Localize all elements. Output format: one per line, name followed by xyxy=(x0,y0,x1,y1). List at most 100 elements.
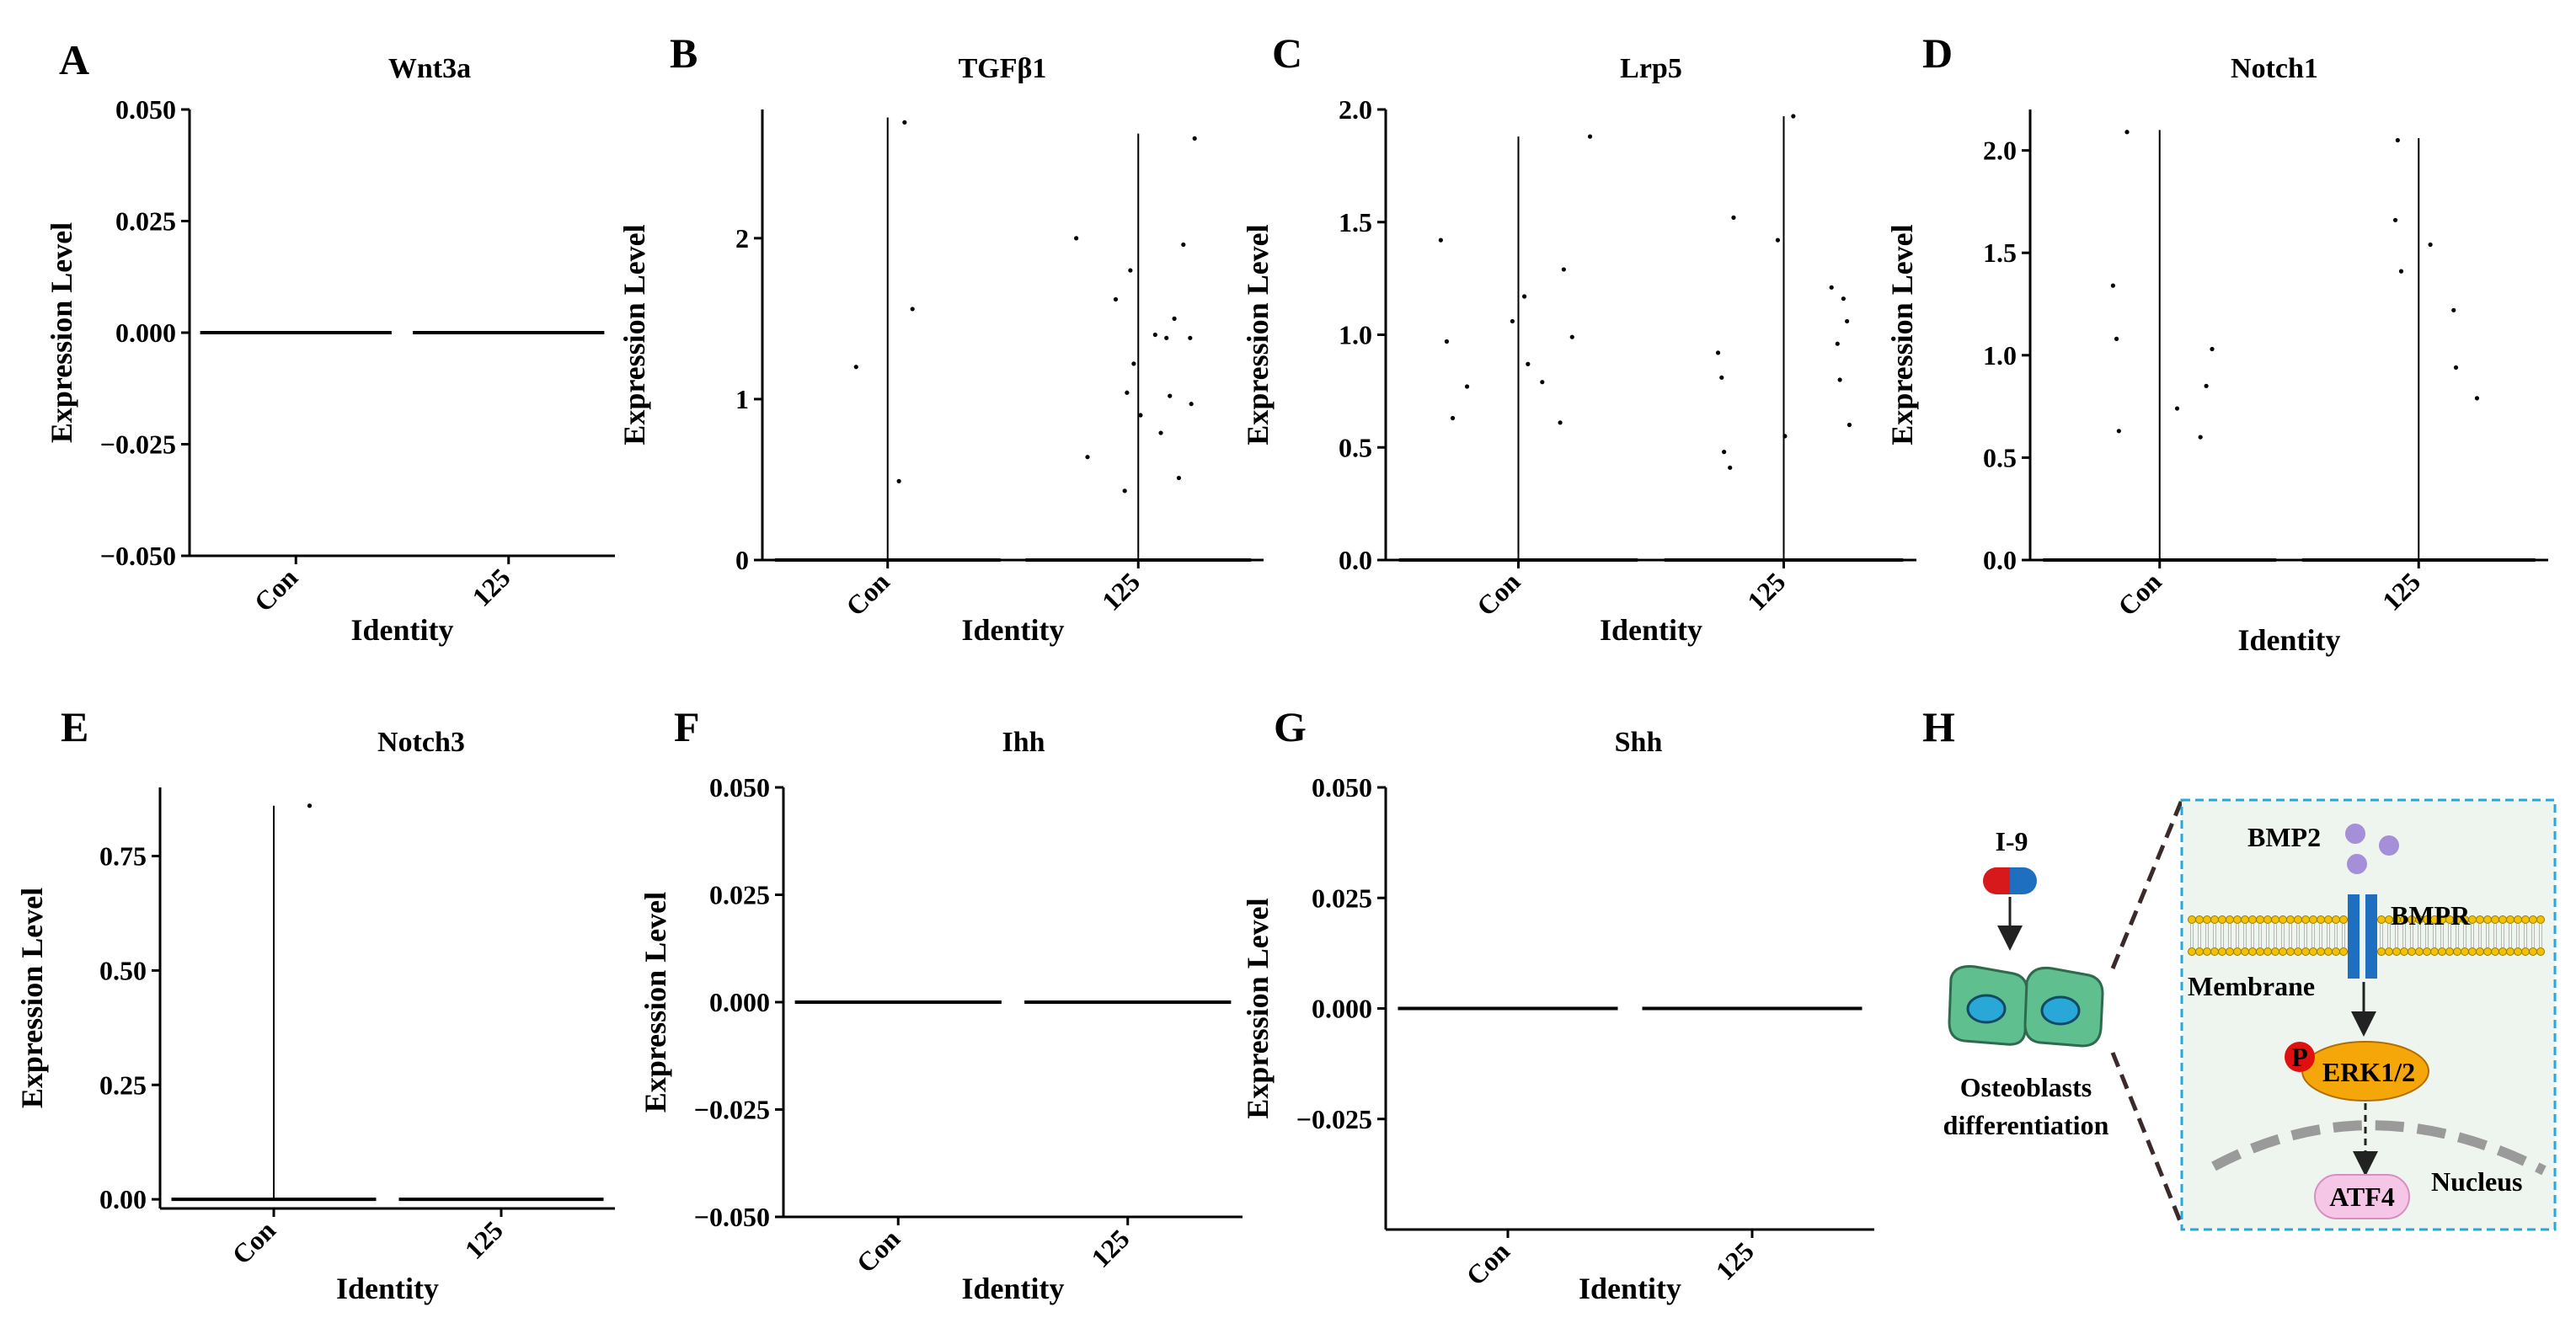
y-tick-label: 0.050 xyxy=(709,772,770,803)
y-tick-label: 1.5 xyxy=(1339,207,1372,237)
panel-letter-d: D xyxy=(1922,29,1953,77)
chart-panel-e: Notch3 0.00 0.25 0.50 0.75 Expression Level Co… xyxy=(15,727,615,1305)
bmp2-ligand-icon xyxy=(2345,824,2399,874)
data-point xyxy=(2174,406,2180,411)
zoom-line-bottom xyxy=(2110,1052,2184,1226)
bmpr-receptor-icon xyxy=(2348,894,2377,979)
y-axis-title: Expression Level xyxy=(45,222,78,443)
erk-label: ERK1/2 xyxy=(2322,1057,2415,1087)
lipid-head xyxy=(2195,915,2204,924)
lipid-head xyxy=(2203,947,2211,956)
lipid-head xyxy=(2483,915,2492,924)
data-point xyxy=(1176,475,1182,481)
chart-title: Notch3 xyxy=(377,727,465,758)
x-tick-label: Con xyxy=(1471,566,1526,621)
chart-title: Wnt3a xyxy=(388,53,471,84)
panel-letter-g: G xyxy=(1274,703,1307,750)
violin-base-125 xyxy=(1024,1000,1232,1004)
data-point xyxy=(1074,236,1079,241)
chart-panel-g: Shh −0.025 0.000 0.025 0.050 Expression Level… xyxy=(1241,727,1874,1305)
data-point xyxy=(1450,415,1456,421)
data-point xyxy=(1085,455,1090,460)
data-point xyxy=(1192,136,1197,141)
membrane-label: Membrane xyxy=(2188,971,2315,1001)
data-point xyxy=(1164,335,1169,340)
inhibitor-capsule-icon xyxy=(1983,867,2037,894)
x-tick-label: 125 xyxy=(466,562,516,611)
data-point xyxy=(2110,283,2115,288)
bmp2-label: BMP2 xyxy=(2247,822,2321,852)
x-axis-title: Identity xyxy=(1600,613,1702,647)
nucleus-envelope-arc xyxy=(2211,1120,2547,1176)
violin-base-125 xyxy=(1642,1006,1863,1011)
lipid-head xyxy=(2385,947,2393,956)
data-point xyxy=(1168,393,1173,398)
data-point xyxy=(1791,114,1796,119)
y-tick-label: 0.025 xyxy=(709,880,770,910)
y-tick-label: 1.0 xyxy=(1339,320,1372,350)
data-point xyxy=(1569,334,1574,339)
y-tick-label: 1 xyxy=(735,384,749,414)
lipid-head xyxy=(2506,915,2515,924)
lipid-head xyxy=(2415,947,2424,956)
chart-panel-d: Notch1 0.0 0.5 1.0 1.5 2.0 Expression Level Con… xyxy=(1885,53,2548,657)
data-point xyxy=(1464,384,1470,389)
phospho-icon xyxy=(2285,1042,2315,1072)
y-tick-label: 0.5 xyxy=(1339,432,1372,462)
data-point xyxy=(1181,242,1186,248)
lipid-head xyxy=(2218,915,2226,924)
lipid-head xyxy=(2210,947,2219,956)
lipid-head xyxy=(2324,947,2333,956)
chart-title: Notch1 xyxy=(2231,53,2318,84)
y-tick-label: 0.0 xyxy=(1983,545,2017,575)
bmpr-label: BMPR xyxy=(2391,900,2471,931)
data-point xyxy=(1561,267,1566,272)
inhibitor-label: I-9 xyxy=(1995,826,2028,856)
x-axis-title: Identity xyxy=(1579,1272,1681,1305)
y-tick-label: 0.50 xyxy=(99,955,147,985)
lipid-head xyxy=(2309,915,2317,924)
lipid-head xyxy=(2188,915,2196,924)
data-point xyxy=(2398,269,2404,274)
y-axis-title: Expression Level xyxy=(617,224,651,445)
y-tick-label: −0.025 xyxy=(694,1095,770,1125)
y-tick-label: 0.000 xyxy=(709,987,770,1017)
lipid-head xyxy=(2430,947,2439,956)
lipid-head xyxy=(2514,947,2522,956)
lipid-head xyxy=(2294,947,2302,956)
data-point xyxy=(1128,268,1133,273)
y-tick-label: 0.000 xyxy=(115,317,176,348)
lipid-head xyxy=(2233,947,2242,956)
lipid-head xyxy=(2514,915,2522,924)
data-point xyxy=(910,307,915,312)
panel-letter-h: H xyxy=(1922,703,1955,750)
panel-letter-b: B xyxy=(670,29,697,77)
data-point xyxy=(2116,429,2121,434)
data-point xyxy=(2395,137,2400,143)
lipid-head xyxy=(2301,947,2310,956)
lipid-head xyxy=(2203,915,2211,924)
nucleus-label: Nucleus xyxy=(2431,1166,2522,1197)
lipid-head xyxy=(2536,947,2545,956)
lipid-head xyxy=(2332,915,2340,924)
y-tick-label: 1.5 xyxy=(1983,237,2017,268)
lipid-head xyxy=(2529,947,2537,956)
lipid-head xyxy=(2408,947,2416,956)
x-tick-label: 125 xyxy=(1085,1223,1135,1272)
x-tick-label: 125 xyxy=(459,1214,509,1264)
lipid-head xyxy=(2256,947,2264,956)
lipid-head xyxy=(2491,947,2499,956)
data-point xyxy=(1526,361,1531,366)
lipid-head xyxy=(2195,947,2204,956)
y-tick-label: −0.050 xyxy=(100,541,176,571)
lipid-head xyxy=(2317,947,2325,956)
membrane-bilayer xyxy=(2188,915,2545,956)
data-point xyxy=(896,478,901,483)
data-point xyxy=(2453,365,2459,371)
y-tick-label: 0.025 xyxy=(1312,883,1372,913)
y-tick-label: 2 xyxy=(735,223,749,253)
atf4-label: ATF4 xyxy=(2329,1182,2395,1212)
lipid-head xyxy=(2263,915,2272,924)
osteoblast-cells-icon xyxy=(1948,965,2104,1048)
